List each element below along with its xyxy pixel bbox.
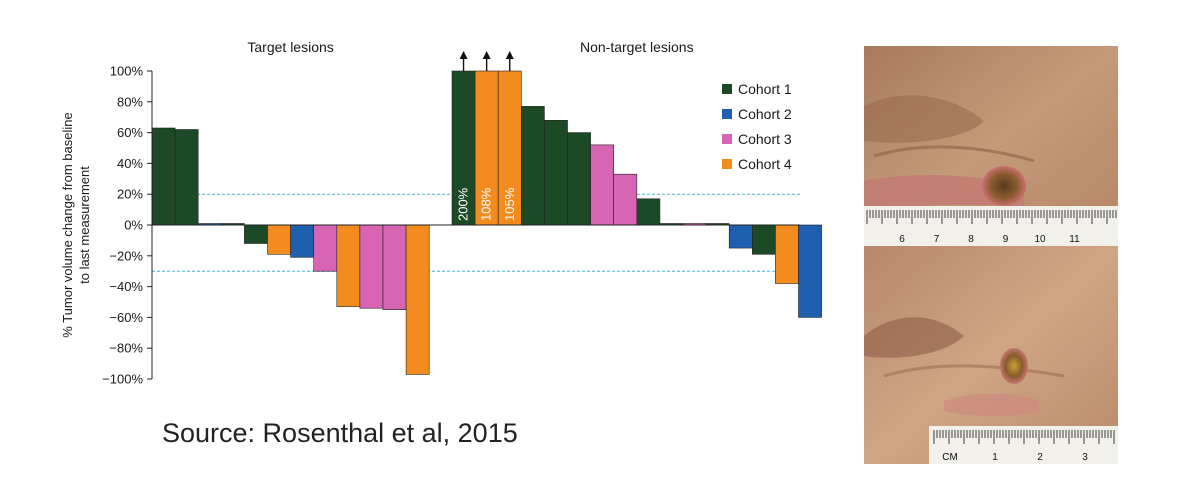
y-axis-label-line: % Tumor volume change from baseline <box>60 112 75 337</box>
bar <box>313 224 338 272</box>
bar <box>590 144 614 226</box>
legend-label: Cohort 3 <box>738 131 792 147</box>
bar <box>728 224 753 249</box>
overflow-arrowhead <box>482 51 491 59</box>
y-tick-label: 100% <box>110 64 144 79</box>
ruler-label: 6 <box>899 234 905 245</box>
section-label: Non-target lesions <box>580 39 694 55</box>
ruler-label: 1 <box>992 452 998 463</box>
bar-value-label: 105% <box>502 187 517 221</box>
overflow-arrowhead <box>505 51 514 59</box>
y-tick-label: −20% <box>109 248 143 263</box>
reference-lines <box>152 193 800 272</box>
ruler-bottom: CM 1 2 3 <box>933 430 1115 463</box>
bar <box>359 224 384 309</box>
bar <box>798 224 822 318</box>
legend-swatch <box>722 84 732 94</box>
bar <box>751 224 776 255</box>
bar <box>267 224 291 255</box>
bar <box>151 127 176 226</box>
bar <box>520 106 545 226</box>
y-tick-label: −100% <box>102 372 143 387</box>
y-tick-label: −40% <box>109 279 143 294</box>
y-tick-label: 60% <box>117 125 143 140</box>
legend-label: Cohort 1 <box>738 81 792 97</box>
ruler-label: 2 <box>1037 452 1043 463</box>
legend-swatch <box>722 109 732 119</box>
ruler-top: 6 7 8 9 10 11 <box>866 210 1117 245</box>
ruler-label: 8 <box>968 234 974 245</box>
y-tick-label: 40% <box>117 156 143 171</box>
bar <box>382 224 407 310</box>
bar <box>636 198 661 226</box>
legend-swatch <box>722 134 732 144</box>
legend-label: Cohort 4 <box>738 156 792 172</box>
y-tick-label: 20% <box>117 187 143 202</box>
ruler-label: 3 <box>1082 452 1088 463</box>
legend-swatch <box>722 159 732 169</box>
ruler-label: 9 <box>1003 234 1009 245</box>
source-caption: Source: Rosenthal et al, 2015 <box>162 418 518 448</box>
bar <box>336 224 361 307</box>
bar <box>613 173 638 226</box>
y-tick-label: 80% <box>117 94 143 109</box>
bar <box>567 132 591 226</box>
photo-before: 6 7 8 9 10 11 <box>864 46 1118 246</box>
ruler-label: 7 <box>934 234 940 245</box>
clinical-photos: 6 7 8 9 10 11 CM 1 2 3 <box>864 46 1118 464</box>
bar <box>290 224 315 258</box>
y-axis: 100% 80% 60% 40% 20% 0% −20% −40% −60% −80% −100% <box>102 64 153 387</box>
y-tick-label: 0% <box>124 218 143 233</box>
ruler-label: CM <box>942 452 958 463</box>
bar-value-label: 108% <box>479 187 494 221</box>
bar-value-label: 200% <box>456 187 471 221</box>
bars: 200% 108% 105% <box>151 51 822 375</box>
legend: Cohort 1 Cohort 2 Cohort 3 Cohort 4 <box>722 81 792 172</box>
bar <box>405 224 430 375</box>
bar <box>244 224 268 244</box>
y-axis-label-line: to last measurement <box>77 166 92 284</box>
photo-after: CM 1 2 3 <box>864 246 1118 464</box>
overflow-arrowhead <box>459 51 468 59</box>
bar <box>174 129 199 226</box>
bar <box>775 224 799 284</box>
waterfall-chart: 200% 108% 105% 100% 80% 60% 40% 20% 0% −20% −40% −… <box>60 39 822 387</box>
y-axis-label: % Tumor volume change from baseline to la… <box>60 112 92 337</box>
bar <box>544 120 568 226</box>
section-labels: Target lesions Non-target lesions <box>247 39 693 55</box>
section-label: Target lesions <box>247 39 333 55</box>
ruler-label: 10 <box>1034 234 1046 245</box>
legend-label: Cohort 2 <box>738 106 792 122</box>
y-tick-label: −60% <box>109 310 143 325</box>
y-tick-label: −80% <box>109 341 143 356</box>
ruler-label: 11 <box>1069 234 1080 245</box>
